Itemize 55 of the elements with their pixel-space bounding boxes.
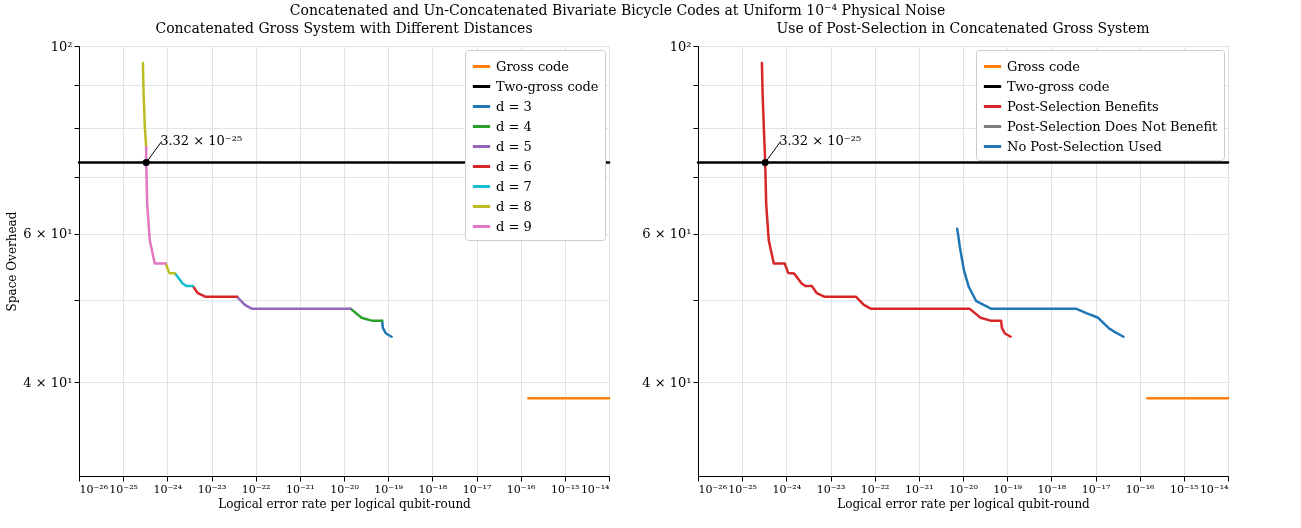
- x-tick-label: 10⁻¹⁵: [1170, 482, 1199, 496]
- y-tick-label: 4 × 10¹: [23, 374, 73, 390]
- line-series: [380, 319, 393, 338]
- x-tick-label: 10⁻²⁶: [79, 482, 109, 496]
- legend-label: Post-Selection Benefits: [1007, 98, 1159, 114]
- legend-label: Post-Selection Does Not Benefit: [1007, 118, 1219, 134]
- legend-label: d = 8: [496, 198, 532, 214]
- x-axis-title: Logical error rate per logical qubit-round: [837, 496, 1091, 511]
- legend-label: Gross code: [496, 58, 570, 74]
- legend-label: d = 7: [496, 178, 532, 194]
- x-tick-label: 10⁻¹⁶: [506, 482, 537, 496]
- annotation: 3.32 × 10⁻²⁵: [779, 132, 862, 148]
- x-tick-label: 10⁻²⁴: [772, 482, 802, 496]
- chart-title: Use of Post-Selection in Concatenated Gross System: [776, 20, 1150, 36]
- legend-label: d = 9: [496, 218, 532, 234]
- x-tick-label: 10⁻¹⁴: [1199, 482, 1230, 496]
- chart-title: Concatenated Gross System with Different Distances: [155, 20, 533, 36]
- y-tick-label: 6 × 10¹: [23, 226, 73, 242]
- x-tick-label: 10⁻²⁰: [949, 482, 979, 496]
- x-tick-label: 10⁻¹⁵: [551, 482, 580, 496]
- x-tick-label: 10⁻²¹: [905, 482, 934, 496]
- y-tick-label: 4 × 10¹: [642, 374, 692, 390]
- x-tick-label: 10⁻¹⁸: [418, 482, 448, 496]
- x-axis-title: Logical error rate per logical qubit-round: [218, 496, 472, 511]
- legend-label: d = 6: [496, 158, 532, 174]
- x-tick-label: 10⁻²⁴: [153, 482, 183, 496]
- x-tick-label: 10⁻¹⁹: [374, 482, 404, 496]
- x-tick-label: 10⁻²⁶: [698, 482, 728, 496]
- x-tick-label: 10⁻²⁵: [109, 482, 138, 496]
- annotation: 3.32 × 10⁻²⁵: [160, 132, 243, 148]
- legend-label: Two-gross code: [496, 78, 599, 94]
- x-tick-label: 10⁻¹⁶: [1125, 482, 1156, 496]
- legend-label: d = 5: [496, 138, 532, 154]
- x-tick-label: 10⁻¹⁷: [1081, 482, 1111, 496]
- x-tick-label: 10⁻²³: [197, 482, 227, 496]
- x-tick-label: 10⁻¹⁷: [462, 482, 492, 496]
- x-tick-label: 10⁻¹⁸: [1037, 482, 1067, 496]
- text: Concatenated and Un-Concatenated Bivariate Bicycle Codes at Uniform 10⁻⁴ Physical Noise: [289, 1, 946, 18]
- x-tick-label: 10⁻¹⁹: [993, 482, 1023, 496]
- x-tick-label: 10⁻²²: [241, 482, 271, 496]
- legend-label: d = 3: [496, 98, 532, 114]
- x-tick-label: 10⁻²²: [860, 482, 890, 496]
- x-tick-label: 10⁻²⁰: [330, 482, 360, 496]
- legend-label: No Post-Selection Used: [1007, 138, 1162, 154]
- x-tick-label: 10⁻¹⁴: [580, 482, 611, 496]
- x-tick-label: 10⁻²⁵: [728, 482, 757, 496]
- x-tick-label: 10⁻²¹: [286, 482, 315, 496]
- y-tick-label: 10²: [669, 38, 692, 54]
- legend-label: Gross code: [1007, 58, 1081, 74]
- y-tick-label: 10²: [50, 38, 73, 54]
- y-axis-title: Space Overhead: [5, 211, 20, 312]
- legend-label: Two-gross code: [1007, 78, 1110, 94]
- legend-label: d = 4: [496, 118, 532, 134]
- x-tick-label: 10⁻²³: [816, 482, 846, 496]
- y-tick-label: 6 × 10¹: [642, 226, 692, 242]
